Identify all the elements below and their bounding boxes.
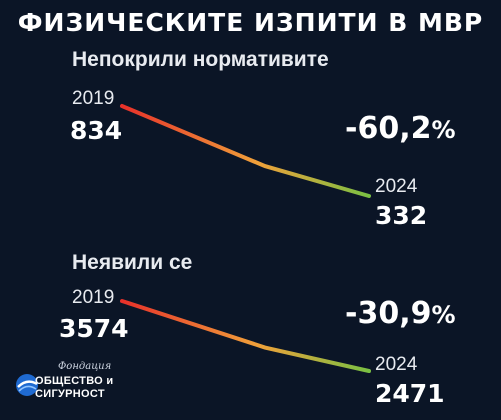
chart-1-series-line bbox=[120, 104, 371, 198]
chart-2-title: Неявили се bbox=[72, 251, 193, 274]
foundation-logo: Фондация ОБЩЕСТВО и СИГУРНОСТ bbox=[14, 360, 134, 410]
chart-2-change-unit: % bbox=[431, 301, 456, 329]
chart-2-end-value: 2471 bbox=[375, 379, 445, 408]
chart-1-change: -60,2% bbox=[345, 111, 456, 146]
logo-line-1: ОБЩЕСТВО и bbox=[35, 375, 114, 387]
chart-1-start-value: 834 bbox=[70, 116, 123, 145]
logo-line-2: СИГУРНОСТ bbox=[35, 388, 105, 400]
chart-2-change: -30,9% bbox=[345, 296, 456, 331]
chart-2-start-year: 2019 bbox=[72, 287, 115, 308]
chart-1-change-value: -60,2 bbox=[345, 111, 432, 146]
chart-1-change-unit: % bbox=[431, 116, 456, 144]
chart-1-title: Непокрили нормативите bbox=[72, 48, 329, 71]
chart-main-title: ФИЗИЧЕСКИТЕ ИЗПИТИ В МВР bbox=[17, 8, 484, 37]
chart-1-start-year: 2019 bbox=[72, 88, 115, 109]
logo-small-text: Фондация bbox=[58, 361, 112, 372]
chart-2-end-year: 2024 bbox=[375, 354, 418, 375]
logo-globe-icon bbox=[16, 374, 38, 396]
chart-2-change-value: -30,9 bbox=[345, 296, 432, 331]
chart-1-end-value: 332 bbox=[375, 201, 428, 230]
chart-2-series-line bbox=[120, 299, 371, 373]
chart-1-end-year: 2024 bbox=[375, 176, 418, 197]
chart-2-start-value: 3574 bbox=[59, 314, 129, 343]
